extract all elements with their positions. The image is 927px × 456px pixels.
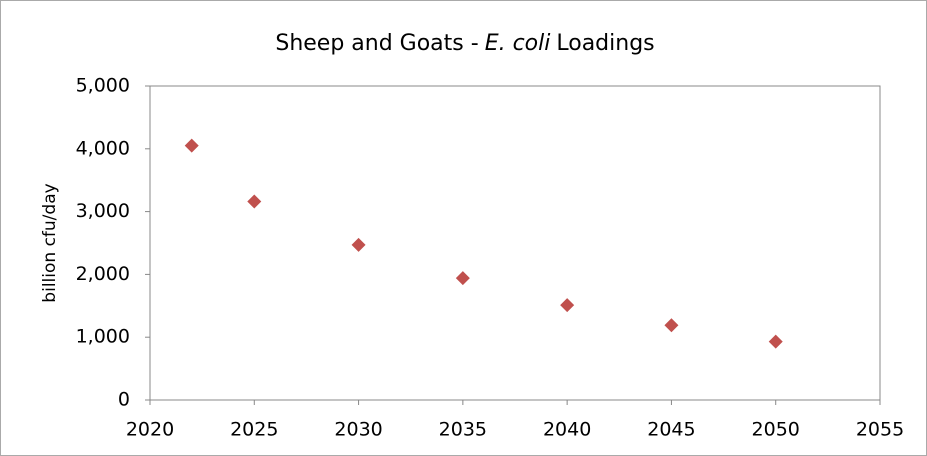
y-tick-label: 5,000 — [76, 75, 130, 97]
data-point — [247, 194, 262, 209]
x-tick-label: 2020 — [126, 419, 174, 441]
y-tick-label: 2,000 — [76, 263, 130, 285]
y-axis-label: billion cfu/day — [40, 183, 60, 302]
data-point — [455, 271, 470, 286]
x-tick-label: 2040 — [543, 419, 591, 441]
plot-area — [149, 85, 881, 401]
title-part: Sheep and Goats - — [275, 31, 478, 56]
data-point — [664, 318, 679, 333]
title-part: E. coli — [485, 31, 551, 56]
y-tick-label: 3,000 — [76, 200, 130, 222]
chart-title: Sheep and Goats - E. coli Loadings — [275, 31, 654, 56]
x-tick-label: 2055 — [856, 419, 904, 441]
y-tick-label: 4,000 — [76, 137, 130, 159]
y-tick-label: 1,000 — [76, 326, 130, 348]
data-point — [351, 237, 366, 252]
x-tick-label: 2050 — [752, 419, 800, 441]
x-tick-label: 2030 — [334, 419, 382, 441]
y-tick-label: 0 — [118, 389, 130, 411]
x-tick-label: 2025 — [230, 419, 278, 441]
data-point — [560, 298, 575, 313]
data-point — [184, 138, 199, 153]
x-tick-label: 2045 — [647, 419, 695, 441]
title-part: Loadings — [556, 31, 654, 56]
data-point — [768, 334, 783, 349]
x-tick-label: 2035 — [439, 419, 487, 441]
